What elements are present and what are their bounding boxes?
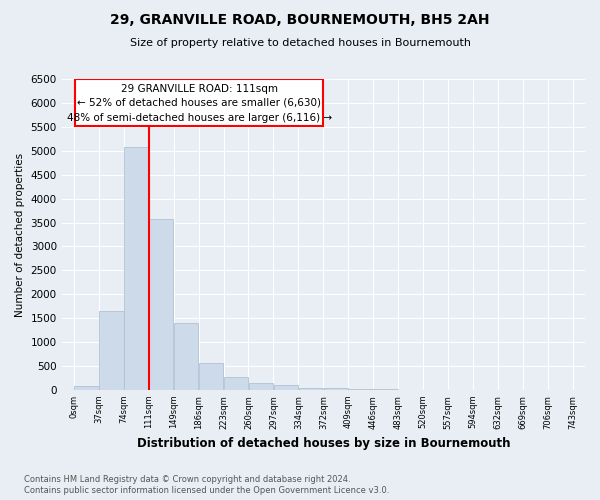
Bar [323,388,348,390]
Text: 29 GRANVILLE ROAD: 111sqm: 29 GRANVILLE ROAD: 111sqm [121,84,278,94]
Bar [248,383,273,390]
Y-axis label: Number of detached properties: Number of detached properties [15,152,25,316]
Bar [174,323,199,390]
Bar [274,386,298,390]
Bar [74,386,98,390]
Text: ← 52% of detached houses are smaller (6,630): ← 52% of detached houses are smaller (6,… [77,98,321,108]
Bar [224,378,248,390]
Bar [149,218,173,390]
FancyBboxPatch shape [75,80,323,126]
Bar [199,363,223,390]
Bar [124,147,148,390]
Bar [349,389,373,390]
Text: Size of property relative to detached houses in Bournemouth: Size of property relative to detached ho… [130,38,470,48]
Text: 29, GRANVILLE ROAD, BOURNEMOUTH, BH5 2AH: 29, GRANVILLE ROAD, BOURNEMOUTH, BH5 2AH [110,12,490,26]
Bar [299,388,323,390]
Text: 48% of semi-detached houses are larger (6,116) →: 48% of semi-detached houses are larger (… [67,112,332,122]
Text: Contains public sector information licensed under the Open Government Licence v3: Contains public sector information licen… [24,486,389,495]
Text: Contains HM Land Registry data © Crown copyright and database right 2024.: Contains HM Land Registry data © Crown c… [24,475,350,484]
X-axis label: Distribution of detached houses by size in Bournemouth: Distribution of detached houses by size … [137,437,510,450]
Bar [99,312,124,390]
